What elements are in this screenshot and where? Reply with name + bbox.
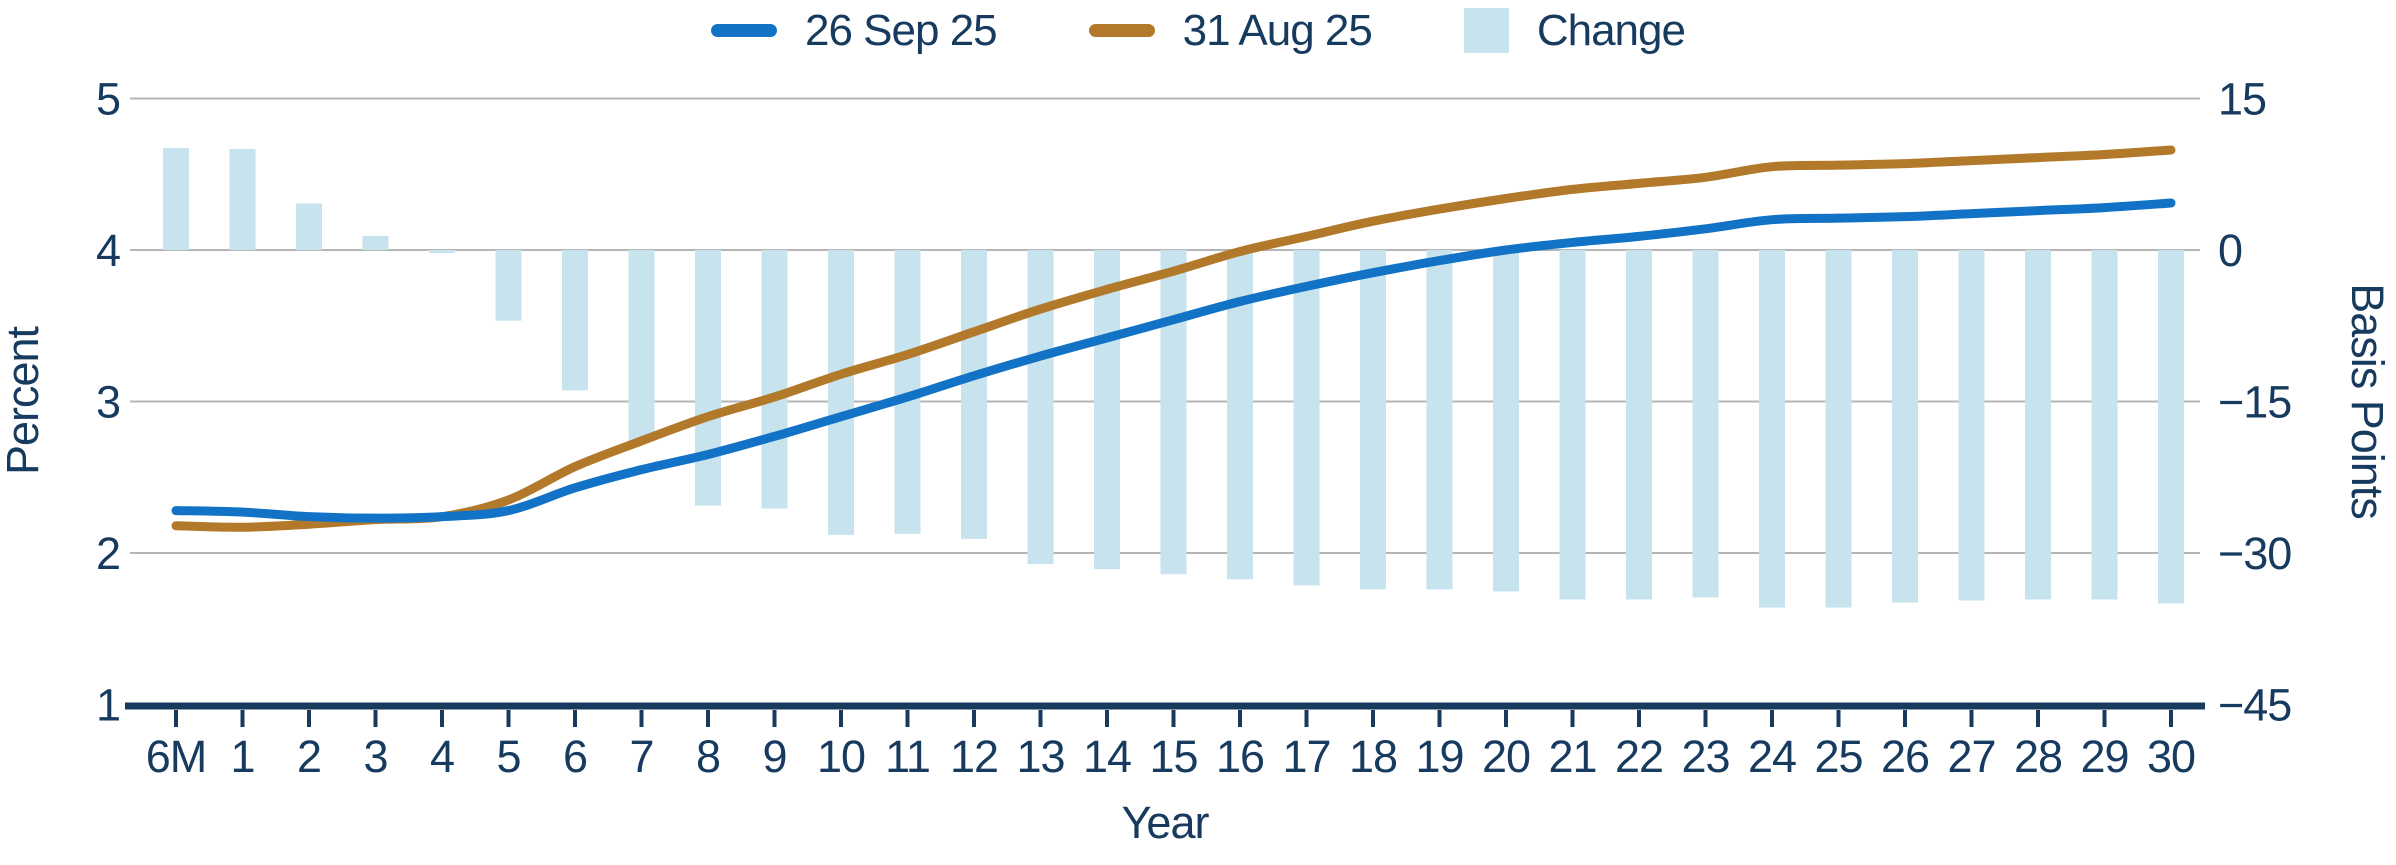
- x-tick-label: 16: [1216, 731, 1264, 782]
- x-tick-label: 26: [1881, 731, 1929, 782]
- left-tick-label: 4: [96, 225, 120, 276]
- change-bar: [1559, 250, 1586, 600]
- x-tick-label: 4: [430, 731, 454, 782]
- change-bar: [562, 250, 588, 391]
- x-tick-label: 15: [1149, 731, 1197, 782]
- x-tick-label: 21: [1548, 731, 1596, 782]
- left-tick-label: 1: [96, 680, 120, 731]
- change-bar: [2091, 250, 2118, 600]
- change-bar: [362, 235, 389, 250]
- change-bar: [1759, 250, 1785, 608]
- change-bar: [163, 147, 189, 250]
- x-tick-label: 23: [1681, 731, 1729, 782]
- x-tick-label: 2: [297, 731, 321, 782]
- x-tick-label: 11: [885, 731, 930, 782]
- x-tick-label: 3: [363, 731, 387, 782]
- change-bar: [429, 250, 455, 254]
- x-tick-label: 1: [230, 731, 254, 782]
- change-bar: [828, 250, 854, 535]
- change-bar: [695, 250, 721, 506]
- change-bar: [1958, 250, 1985, 601]
- left-tick-label: 2: [96, 528, 120, 579]
- change-bar: [495, 250, 522, 321]
- x-tick-label: 25: [1814, 731, 1862, 782]
- change-bar: [1825, 250, 1852, 608]
- x-axis-title: Year: [1122, 797, 1210, 848]
- change-bar: [1027, 250, 1054, 565]
- change-bar: [1692, 250, 1719, 598]
- x-tick-label: 6M: [146, 731, 207, 782]
- line-31-aug-25: [171, 145, 2176, 532]
- change-bar: [1493, 250, 1519, 592]
- x-tick-label: 27: [1947, 731, 1995, 782]
- x-tick-label: 29: [2080, 731, 2128, 782]
- change-bar: [1094, 250, 1120, 570]
- change-bar: [2025, 250, 2051, 600]
- x-tick-label: 17: [1282, 731, 1330, 782]
- x-tick-label: 22: [1615, 731, 1663, 782]
- right-tick-label: 0: [2218, 225, 2242, 276]
- change-bar: [1426, 250, 1453, 590]
- left-tick-label: 5: [96, 74, 120, 125]
- change-bar: [1160, 250, 1187, 575]
- x-tick-label: 19: [1415, 731, 1463, 782]
- change-bar: [961, 250, 987, 539]
- x-tick-label: 20: [1482, 731, 1530, 782]
- change-bar: [229, 149, 256, 250]
- x-tick-label: 12: [950, 731, 998, 782]
- x-tick-label: 18: [1349, 731, 1397, 782]
- x-tick-label: 8: [696, 731, 720, 782]
- x-tick-label: 13: [1016, 731, 1064, 782]
- right-axis-title: Basis Points: [2342, 283, 2393, 519]
- x-tick-label: 30: [2147, 731, 2195, 782]
- change-bar: [2158, 250, 2184, 604]
- x-tick-label: 24: [1748, 731, 1796, 782]
- change-bar: [296, 203, 322, 250]
- right-tick-label: −45: [2218, 680, 2291, 731]
- x-tick-label: 14: [1083, 731, 1131, 782]
- change-bar: [761, 250, 788, 509]
- x-tick-label: 28: [2014, 731, 2062, 782]
- left-tick-label: 3: [96, 377, 120, 428]
- right-tick-label: 15: [2218, 74, 2266, 125]
- line-26-sep-25: [171, 198, 2176, 523]
- change-bar: [1892, 250, 1918, 603]
- change-bar: [1360, 250, 1386, 590]
- x-tick-label: 5: [496, 731, 520, 782]
- change-bar: [628, 250, 655, 441]
- x-tick-label: 7: [629, 731, 653, 782]
- right-tick-label: −30: [2218, 528, 2291, 579]
- right-tick-label: −15: [2218, 377, 2291, 428]
- x-tick-label: 9: [762, 731, 786, 782]
- change-bar: [1626, 250, 1652, 600]
- change-bar: [1293, 250, 1320, 586]
- x-tick-label: 10: [817, 731, 865, 782]
- left-axis-title: Percent: [0, 325, 48, 475]
- x-tick-label: 6: [563, 731, 587, 782]
